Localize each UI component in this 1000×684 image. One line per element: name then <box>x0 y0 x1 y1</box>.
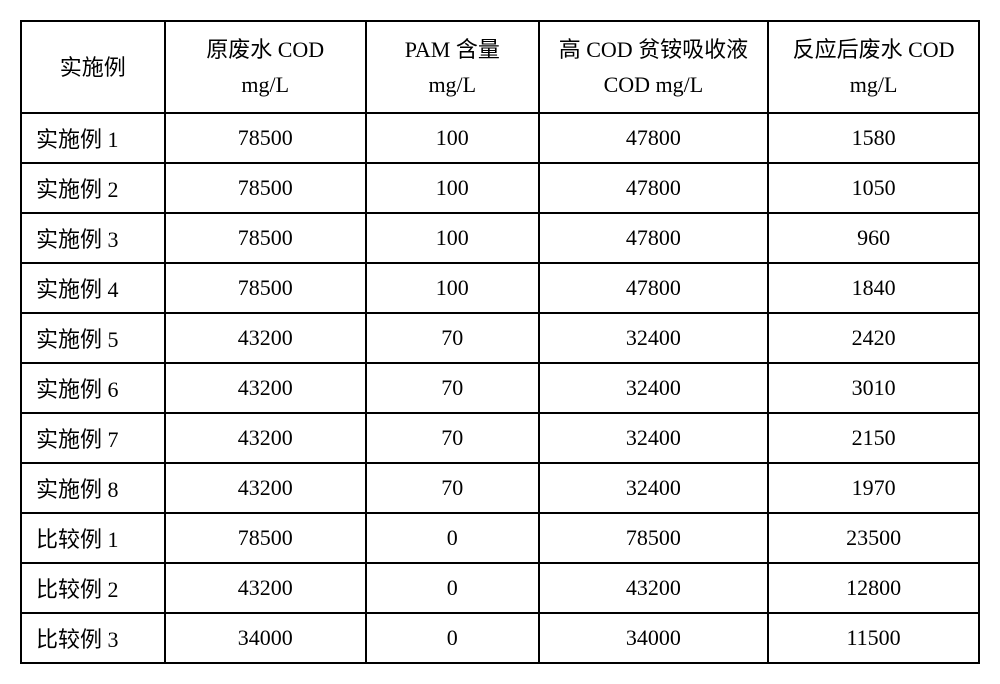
cell-orig: 43200 <box>165 563 366 613</box>
col-header-pam-line2: mg/L <box>428 72 476 97</box>
table-header: 实施例 原废水 COD mg/L PAM 含量 mg/L 高 COD 贫铵吸收液… <box>21 21 979 113</box>
cell-pam: 100 <box>366 213 539 263</box>
cell-exp: 实施例 3 <box>21 213 165 263</box>
cell-exp: 实施例 7 <box>21 413 165 463</box>
cell-exp: 比较例 3 <box>21 613 165 663</box>
cell-pam: 70 <box>366 463 539 513</box>
cell-abs: 47800 <box>539 113 769 163</box>
cell-orig: 78500 <box>165 113 366 163</box>
table-body: 实施例 178500100478001580实施例 27850010047800… <box>21 113 979 663</box>
cell-exp: 实施例 6 <box>21 363 165 413</box>
table-row: 实施例 478500100478001840 <box>21 263 979 313</box>
cell-after: 960 <box>768 213 979 263</box>
cell-after: 1840 <box>768 263 979 313</box>
cell-abs: 34000 <box>539 613 769 663</box>
col-header-exp-line1: 实施例 <box>60 55 126 80</box>
cell-abs: 32400 <box>539 313 769 363</box>
cell-pam: 0 <box>366 513 539 563</box>
cell-pam: 100 <box>366 163 539 213</box>
cell-after: 1050 <box>768 163 979 213</box>
table-row: 实施例 74320070324002150 <box>21 413 979 463</box>
table-row: 实施例 37850010047800960 <box>21 213 979 263</box>
col-header-after-line2: mg/L <box>850 72 898 97</box>
cell-pam: 100 <box>366 263 539 313</box>
cell-abs: 47800 <box>539 213 769 263</box>
cell-pam: 70 <box>366 413 539 463</box>
cell-abs: 47800 <box>539 263 769 313</box>
col-header-orig-line2: mg/L <box>241 72 289 97</box>
cell-after: 23500 <box>768 513 979 563</box>
col-header-after-line1: 反应后废水 COD <box>793 37 955 62</box>
cell-exp: 实施例 2 <box>21 163 165 213</box>
table-row: 比较例 17850007850023500 <box>21 513 979 563</box>
cell-abs: 78500 <box>539 513 769 563</box>
col-header-orig-line1: 原废水 COD <box>206 37 324 62</box>
cell-pam: 0 <box>366 613 539 663</box>
cell-exp: 比较例 1 <box>21 513 165 563</box>
table-row: 实施例 64320070324003010 <box>21 363 979 413</box>
col-header-abs-line1: 高 COD 贫铵吸收液 <box>559 37 748 62</box>
col-header-pam-line1: PAM 含量 <box>405 37 500 62</box>
cell-exp: 实施例 8 <box>21 463 165 513</box>
table-row: 实施例 54320070324002420 <box>21 313 979 363</box>
cell-after: 1970 <box>768 463 979 513</box>
cell-exp: 比较例 2 <box>21 563 165 613</box>
table-row: 实施例 178500100478001580 <box>21 113 979 163</box>
cell-after: 2420 <box>768 313 979 363</box>
table-row: 比较例 33400003400011500 <box>21 613 979 663</box>
cell-orig: 34000 <box>165 613 366 663</box>
cell-orig: 78500 <box>165 163 366 213</box>
cell-after: 12800 <box>768 563 979 613</box>
col-header-abs-line2: COD mg/L <box>604 72 704 97</box>
cell-abs: 47800 <box>539 163 769 213</box>
cell-exp: 实施例 1 <box>21 113 165 163</box>
cell-exp: 实施例 5 <box>21 313 165 363</box>
col-header-after: 反应后废水 COD mg/L <box>768 21 979 113</box>
cell-after: 3010 <box>768 363 979 413</box>
table-row: 实施例 278500100478001050 <box>21 163 979 213</box>
col-header-orig: 原废水 COD mg/L <box>165 21 366 113</box>
col-header-pam: PAM 含量 mg/L <box>366 21 539 113</box>
cell-orig: 43200 <box>165 463 366 513</box>
col-header-exp: 实施例 <box>21 21 165 113</box>
table-row: 比较例 24320004320012800 <box>21 563 979 613</box>
cell-orig: 43200 <box>165 413 366 463</box>
table-header-row: 实施例 原废水 COD mg/L PAM 含量 mg/L 高 COD 贫铵吸收液… <box>21 21 979 113</box>
cell-pam: 100 <box>366 113 539 163</box>
cell-orig: 43200 <box>165 313 366 363</box>
cell-pam: 70 <box>366 363 539 413</box>
cell-orig: 43200 <box>165 363 366 413</box>
cell-exp: 实施例 4 <box>21 263 165 313</box>
cell-after: 2150 <box>768 413 979 463</box>
col-header-abs: 高 COD 贫铵吸收液 COD mg/L <box>539 21 769 113</box>
cell-after: 11500 <box>768 613 979 663</box>
cell-after: 1580 <box>768 113 979 163</box>
table-row: 实施例 84320070324001970 <box>21 463 979 513</box>
cell-abs: 32400 <box>539 413 769 463</box>
cell-pam: 70 <box>366 313 539 363</box>
cell-abs: 32400 <box>539 463 769 513</box>
cell-pam: 0 <box>366 563 539 613</box>
cell-orig: 78500 <box>165 513 366 563</box>
cod-results-table: 实施例 原废水 COD mg/L PAM 含量 mg/L 高 COD 贫铵吸收液… <box>20 20 980 664</box>
cell-abs: 32400 <box>539 363 769 413</box>
cell-abs: 43200 <box>539 563 769 613</box>
cell-orig: 78500 <box>165 213 366 263</box>
cell-orig: 78500 <box>165 263 366 313</box>
